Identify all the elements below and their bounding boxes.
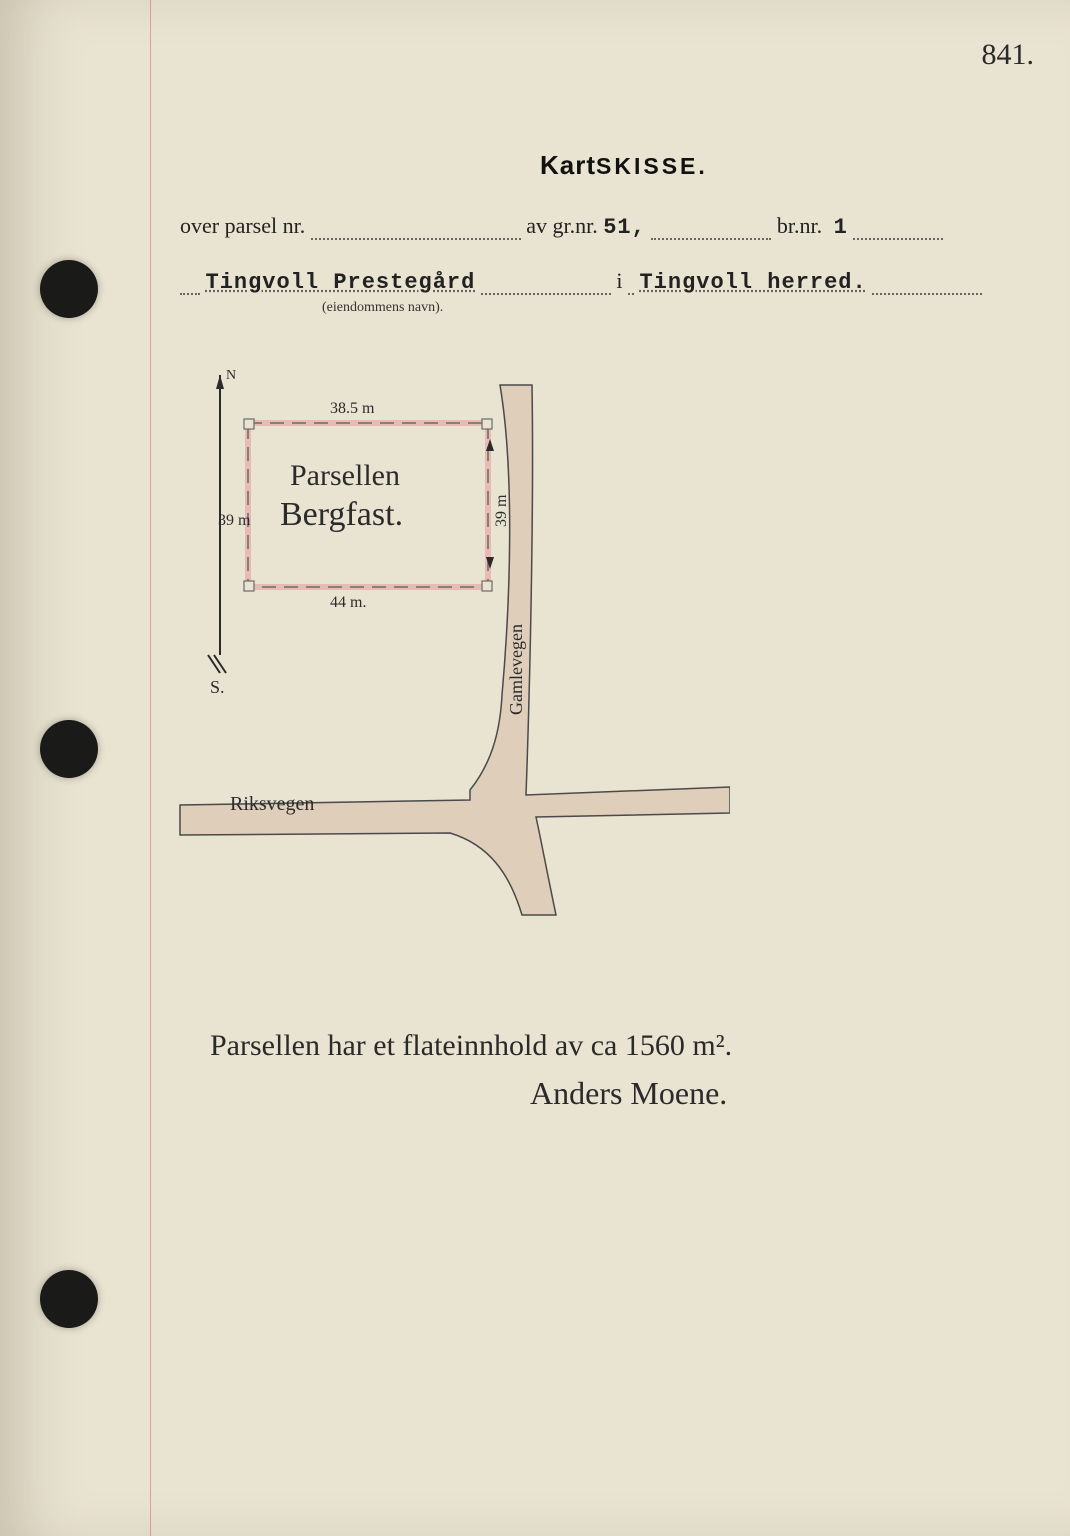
parcel-label-2: Bergfast. xyxy=(280,496,403,533)
title-prefix: Kart xyxy=(540,150,596,180)
title-suffix: SKISSE. xyxy=(596,153,708,179)
dim-bottom: 44 m. xyxy=(330,594,366,611)
page-number: 841. xyxy=(982,38,1035,72)
field-herred-extra xyxy=(872,273,982,295)
value-av-grnr: 51, xyxy=(603,215,646,240)
punch-hole-icon xyxy=(40,1270,98,1328)
form-line-2: Tingvoll Prestegård i Tingvoll herred. xyxy=(180,268,1010,295)
label-i: i xyxy=(616,268,622,293)
document-page: 841. KartSKISSE. over parsel nr. av gr.n… xyxy=(0,0,1070,1536)
label-brnr: br.nr. xyxy=(777,213,822,238)
left-margin-rule xyxy=(150,0,151,1536)
property-name-caption: (eiendommens navn). xyxy=(322,300,443,316)
field-over-parsel xyxy=(311,218,521,240)
document-title: KartSKISSE. xyxy=(540,150,708,181)
parcel-label-1: Parsellen xyxy=(290,459,400,492)
value-brnr: 1 xyxy=(834,215,848,240)
dim-right: 39 m xyxy=(493,494,510,527)
road-main-label: Riksvegen xyxy=(230,793,314,815)
dim-top: 38.5 m xyxy=(330,400,375,417)
corner-marker xyxy=(244,419,254,429)
compass-tail-1 xyxy=(208,655,220,673)
road-side-label: Gamlevegen xyxy=(506,624,526,715)
field-i-gap xyxy=(628,273,634,295)
compass-arrow-n xyxy=(216,375,224,389)
signature: Anders Moene. xyxy=(530,1075,727,1112)
road-shape xyxy=(180,385,730,915)
punch-hole-icon xyxy=(40,720,98,778)
field-brnr-extra xyxy=(853,218,943,240)
corner-marker xyxy=(482,419,492,429)
field-av-grnr-extra xyxy=(651,218,771,240)
field-property-gap xyxy=(481,273,611,295)
form-line-1: over parsel nr. av gr.nr. 51, br.nr. 1 xyxy=(180,213,1010,240)
compass-tail-2 xyxy=(214,655,226,673)
field-lead xyxy=(180,273,200,295)
punch-hole-icon xyxy=(40,260,98,318)
compass-n-label: N xyxy=(226,368,236,383)
dim-left: 39 m xyxy=(218,512,251,529)
label-av-grnr: av gr.nr. xyxy=(526,213,598,238)
corner-marker xyxy=(482,581,492,591)
area-annotation: Parsellen har et flateinnhold av ca 1560… xyxy=(210,1020,970,1071)
compass-s-label: S. xyxy=(210,677,225,697)
value-herred: Tingvoll herred. xyxy=(639,270,866,295)
value-property-name: Tingvoll Prestegård xyxy=(206,270,476,295)
label-over-parsel: over parsel nr. xyxy=(180,213,305,238)
corner-marker xyxy=(244,581,254,591)
sketch-svg: N S. Riksvegen Gamlevegen xyxy=(170,355,730,935)
map-sketch: N S. Riksvegen Gamlevegen xyxy=(170,355,730,935)
